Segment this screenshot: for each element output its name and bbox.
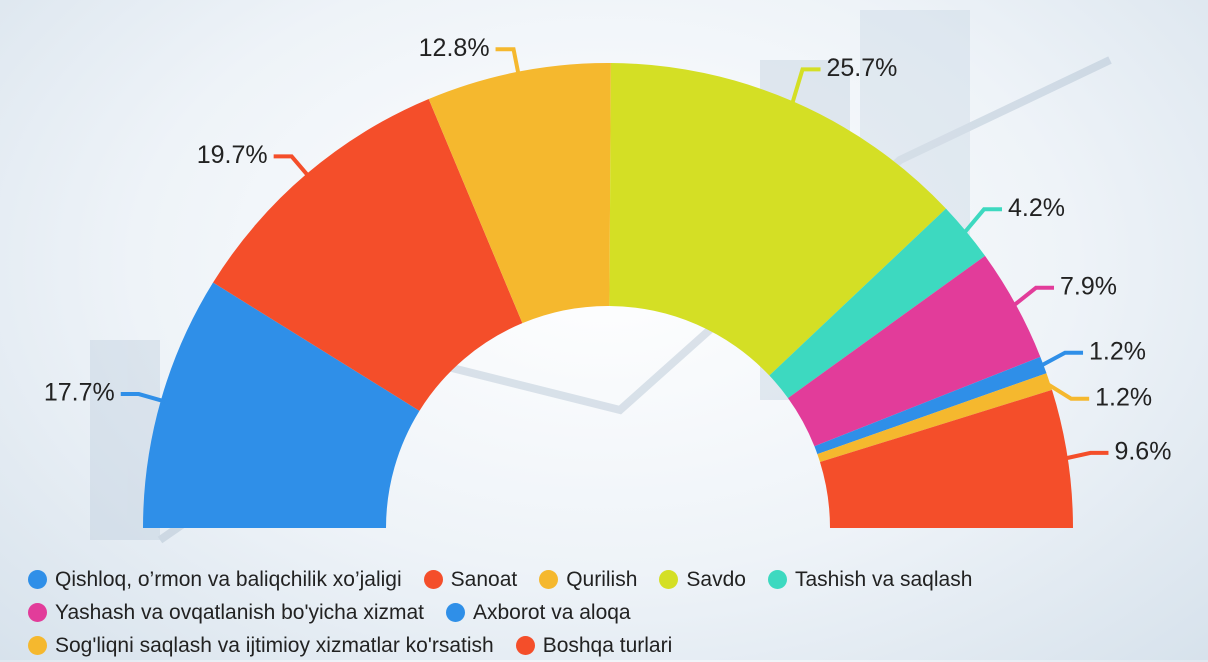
legend-marker: [28, 570, 47, 589]
data-label: 7.9%: [1060, 272, 1117, 300]
data-label: 17.7%: [44, 379, 115, 407]
donut-segment: [814, 356, 1047, 455]
legend-label: Qishloq, o’rmon va baliqchilik xo’jaligi: [55, 567, 402, 591]
donut-segment: [819, 389, 1073, 528]
leader-line: [1038, 350, 1084, 369]
legend-row: Sog'liqni saqlash va ijtimioy xizmatlar …: [28, 629, 1208, 662]
data-label: 19.7%: [197, 141, 268, 169]
data-label: 25.7%: [827, 54, 898, 82]
legend-item[interactable]: Sanoat: [423, 567, 518, 592]
leader-line: [789, 67, 821, 106]
leader-line: [120, 392, 166, 404]
leader-line: [273, 154, 311, 179]
legend-label: Savdo: [686, 567, 746, 591]
donut-segment: [213, 98, 523, 411]
legend-marker: [28, 636, 47, 655]
leader-line: [1011, 285, 1055, 309]
legend-item[interactable]: Sog'liqni saqlash va ijtimioy xizmatlar …: [28, 634, 494, 658]
legend-item[interactable]: Axborot va aloqa: [446, 601, 631, 625]
leader-line: [495, 47, 521, 77]
donut-segment: [769, 208, 986, 399]
legend-marker: [767, 570, 787, 589]
donut-segment: [143, 282, 420, 528]
data-label: 4.2%: [1008, 194, 1065, 222]
data-label: 9.6%: [1114, 437, 1171, 465]
legend-row: Yashash va ovqatlanish bo'yicha xizmat Ax…: [28, 596, 1208, 629]
legend-label: Sog'liqni saqlash va ijtimioy xizmatlar …: [55, 633, 494, 657]
donut-segment: [428, 63, 611, 324]
legend-item[interactable]: Yashash va ovqatlanish bo'yicha xizmat: [28, 601, 424, 625]
legend-item[interactable]: Boshqa turlari: [515, 633, 673, 658]
legend-item[interactable]: Tashish va saqlash: [767, 567, 973, 592]
legend-marker: [423, 570, 443, 589]
legend-marker: [446, 603, 465, 622]
leader-line: [1044, 381, 1090, 401]
data-label: 12.8%: [419, 34, 490, 62]
legend: Qishloq, o’rmon va baliqchilik xo’jaligi…: [28, 563, 1208, 662]
chart: 17.7% 19.7% 12.8% 25.7% 4.2% 7.9% 1.2% 1.2% 9.6%: [44, 10, 1171, 544]
legend-item[interactable]: Savdo: [659, 568, 746, 592]
legend-item[interactable]: Qishloq, o’rmon va baliqchilik xo’jaligi: [28, 568, 402, 592]
legend-label: Tashish va saqlash: [794, 567, 973, 591]
legend-label: Boshqa turlari: [542, 633, 673, 657]
donut-segment: [817, 373, 1053, 463]
leader-line: [1063, 450, 1109, 461]
legend-marker: [28, 603, 47, 622]
legend-marker: [515, 636, 535, 655]
legend-row: Qishloq, o’rmon va baliqchilik xo’jaligi…: [28, 563, 1208, 596]
legend-label: Yashash va ovqatlanish bo'yicha xizmat: [55, 600, 424, 624]
legend-marker: [539, 570, 559, 589]
legend-label: Sanoat: [450, 567, 518, 591]
legend-marker: [659, 570, 679, 589]
leader-line: [961, 207, 1003, 236]
legend-label: Qurilish: [566, 567, 638, 591]
legend-item[interactable]: Qurilish: [539, 568, 637, 592]
donut-segment: [609, 63, 946, 376]
legend-label: Axborot va aloqa: [473, 600, 631, 624]
donut-segment: [788, 255, 1041, 447]
data-label: 1.2%: [1089, 337, 1146, 365]
data-label: 1.2%: [1095, 383, 1152, 411]
